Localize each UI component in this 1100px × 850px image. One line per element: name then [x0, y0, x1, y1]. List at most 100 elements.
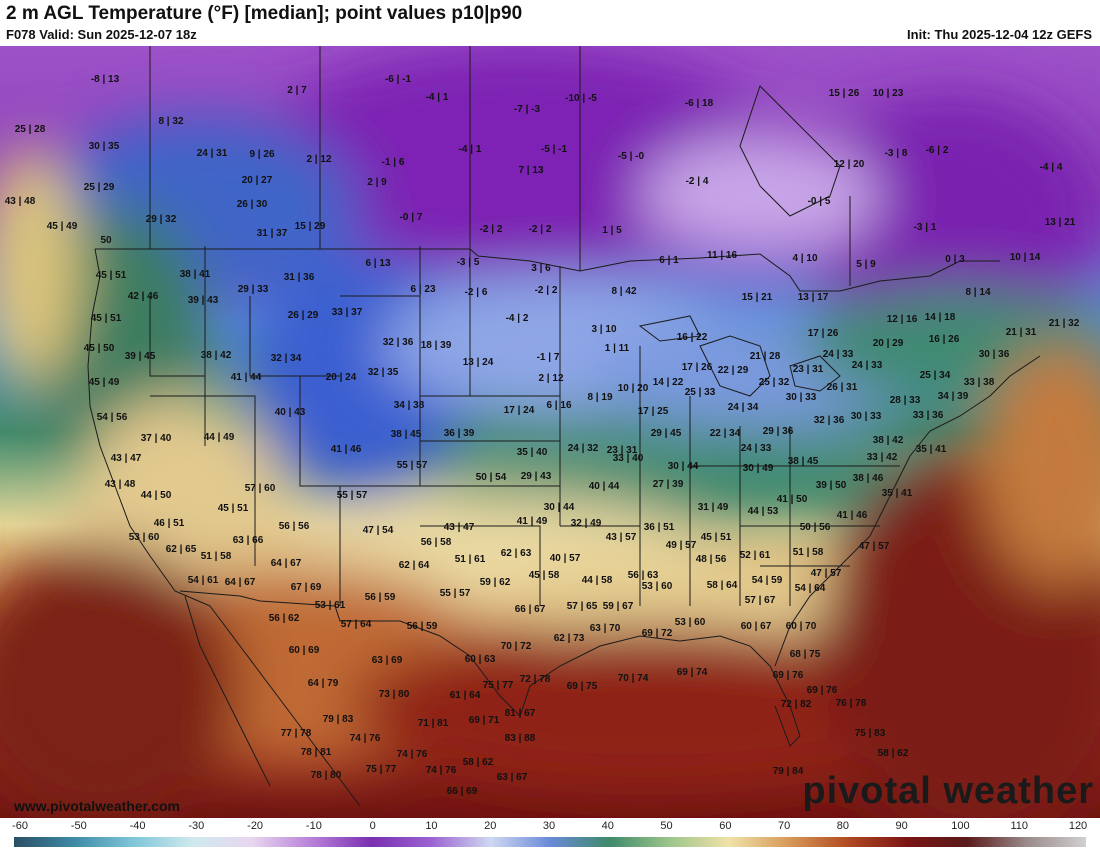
point-value-label: 44 | 53 — [748, 506, 779, 517]
point-value-label: 56 | 59 — [407, 621, 438, 632]
point-value-label: 26 | 30 — [237, 199, 268, 210]
scale-tick-label: -60 — [12, 820, 28, 832]
point-value-label: 4 | 10 — [792, 253, 817, 264]
point-value-label: 30 | 44 — [544, 502, 575, 513]
point-value-label: 57 | 64 — [341, 619, 372, 630]
point-value-label: 24 | 33 — [852, 360, 883, 371]
scale-tick-label: 80 — [836, 820, 849, 832]
point-value-label: 22 | 34 — [710, 428, 741, 439]
point-value-label: 9 | 26 — [249, 149, 274, 160]
point-value-label: 54 | 56 — [97, 412, 128, 423]
point-value-label: 2 | 12 — [306, 154, 331, 165]
point-value-label: 35 | 40 — [517, 447, 548, 458]
point-value-label: 51 | 61 — [455, 554, 486, 565]
point-value-label: 55 | 57 — [440, 588, 471, 599]
point-value-label: 36 | 39 — [444, 428, 475, 439]
point-value-label: 43 | 47 — [444, 522, 475, 533]
point-value-label: -6 | 18 — [685, 98, 714, 109]
gulf-coast — [519, 635, 801, 747]
point-value-label: 12 | 20 — [834, 159, 865, 170]
point-value-label: 57 | 60 — [245, 483, 276, 494]
point-value-label: 66 | 69 — [447, 786, 478, 797]
point-value-label: 74 | 76 — [350, 733, 381, 744]
point-value-label: 25 | 29 — [84, 182, 115, 193]
point-value-label: 40 | 57 — [550, 553, 581, 564]
point-value-label: -4 | 1 — [459, 144, 482, 155]
point-value-label: 39 | 43 — [188, 295, 219, 306]
site-credit[interactable]: www.pivotalweather.com — [14, 798, 180, 814]
point-value-label: 45 | 50 — [84, 343, 115, 354]
point-value-label: 32 | 49 — [571, 518, 602, 529]
point-value-label: 14 | 18 — [925, 312, 956, 323]
point-value-label: -3 | 5 — [457, 257, 480, 268]
point-value-label: 75 | 77 — [483, 680, 514, 691]
point-value-label: 69 | 74 — [677, 667, 708, 678]
point-value-label: 24 | 33 — [741, 443, 772, 454]
point-value-label: 40 | 43 — [275, 407, 306, 418]
point-value-label: 52 | 61 — [740, 550, 771, 561]
point-value-label: 76 | 78 — [836, 698, 867, 709]
point-value-label: 22 | 29 — [718, 365, 749, 376]
point-value-label: -2 | 2 — [480, 224, 503, 235]
point-value-label: 73 | 80 — [379, 689, 410, 700]
point-value-label: 45 | 51 — [91, 313, 122, 324]
point-value-label: 41 | 50 — [777, 494, 808, 505]
point-value-label: -4 | 4 — [1040, 162, 1063, 173]
point-value-label: 49 | 57 — [666, 540, 697, 551]
point-value-label: 36 | 51 — [644, 522, 675, 533]
scale-tick-label: 20 — [484, 820, 497, 832]
scale-tick-label: -50 — [70, 820, 87, 832]
point-value-label: 8 | 19 — [587, 392, 612, 403]
point-value-label: 3 | 10 — [591, 324, 616, 335]
scale-tick-label: 10 — [425, 820, 438, 832]
point-value-label: 64 | 79 — [308, 678, 339, 689]
point-value-label: 69 | 75 — [567, 681, 598, 692]
point-value-label: 31 | 36 — [284, 272, 315, 283]
point-value-label: 62 | 73 — [554, 633, 585, 644]
point-value-label: 56 | 63 — [628, 570, 659, 581]
point-value-label: 58 | 62 — [878, 748, 909, 759]
point-value-label: 79 | 83 — [323, 714, 354, 725]
point-value-label: 8 | 32 — [158, 116, 183, 127]
point-value-label: 17 | 26 — [682, 362, 713, 373]
point-value-label: 38 | 46 — [853, 473, 884, 484]
scale-tick-label: -30 — [188, 820, 205, 832]
point-value-label: 72 | 78 — [520, 674, 551, 685]
point-value-label: 29 | 32 — [146, 214, 177, 225]
point-value-label: 2 | 7 — [287, 85, 307, 96]
point-value-label: 20 | 24 — [326, 372, 357, 383]
point-value-label: -4 | 2 — [506, 313, 529, 324]
point-value-label: 30 | 35 — [89, 141, 120, 152]
point-value-label: 60 | 70 — [786, 621, 817, 632]
point-value-label: 3 | 6 — [531, 263, 551, 274]
point-value-label: 69 | 76 — [773, 670, 804, 681]
point-value-label: 48 | 56 — [696, 554, 727, 565]
west-coast — [87, 248, 211, 607]
point-value-label: -10 | -5 — [565, 93, 597, 104]
point-value-label: 12 | 16 — [887, 314, 918, 325]
point-value-label: 33 | 40 — [613, 453, 644, 464]
map-header: 2 m AGL Temperature (°F) [median]; point… — [0, 0, 1100, 46]
point-value-label: 64 | 67 — [271, 558, 302, 569]
point-values: -8 | 13 2 | 7 -6 | -1 -4 | 1 -7 | -3 -10 | -5… — [5, 74, 1080, 797]
point-value-label: 57 | 67 — [745, 595, 776, 606]
point-value-label: 45 | 51 — [701, 532, 732, 543]
point-value-label: 6 | 1 — [659, 255, 679, 266]
point-value-label: 28 | 33 — [890, 395, 921, 406]
point-value-label: 15 | 21 — [742, 292, 773, 303]
scale-tick-label: 90 — [895, 820, 908, 832]
point-value-label: 47 | 54 — [363, 525, 394, 536]
point-value-label: 59 | 62 — [480, 577, 511, 588]
point-value-label: 29 | 45 — [651, 428, 682, 439]
point-value-label: 32 | 35 — [368, 367, 399, 378]
point-value-label: 33 | 38 — [964, 377, 995, 388]
point-value-label: 63 | 67 — [497, 772, 528, 783]
point-value-label: 2 | 9 — [367, 177, 387, 188]
point-value-label: 14 | 22 — [653, 377, 684, 388]
point-value-label: 75 | 83 — [855, 728, 886, 739]
point-value-label: 77 | 78 — [281, 728, 312, 739]
point-value-label: 56 | 59 — [365, 592, 396, 603]
init-time: Init: Thu 2025-12-04 12z GEFS — [907, 27, 1092, 42]
point-value-label: 24 | 32 — [568, 443, 599, 454]
point-value-label: 33 | 42 — [867, 452, 898, 463]
